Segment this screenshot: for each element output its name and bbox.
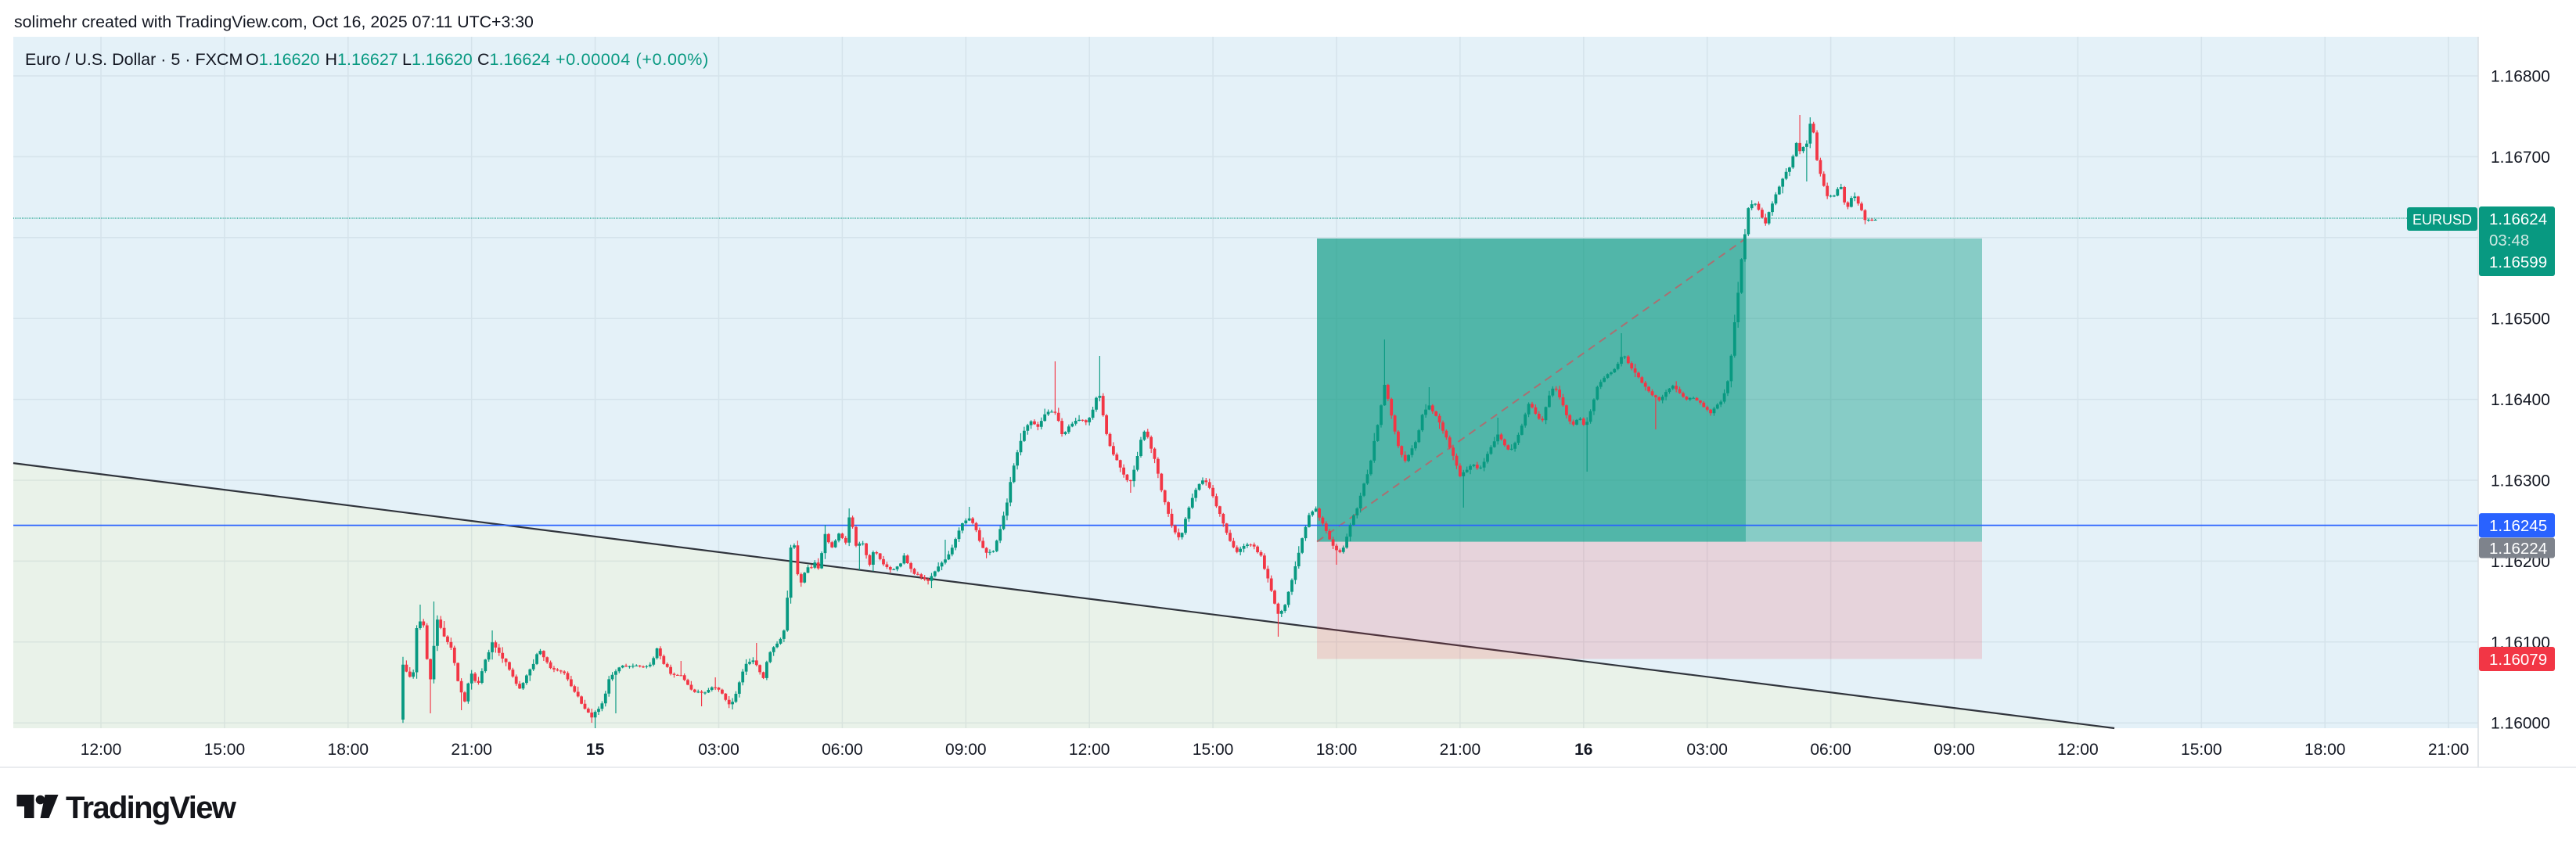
svg-text:1.16624: 1.16624 <box>2489 210 2547 228</box>
svg-text:1.16599: 1.16599 <box>2489 253 2547 271</box>
svg-text:15:00: 15:00 <box>1193 741 1234 759</box>
svg-text:1.16400: 1.16400 <box>2491 391 2550 409</box>
svg-text:09:00: 09:00 <box>1934 741 1975 759</box>
svg-text:15:00: 15:00 <box>204 741 246 759</box>
svg-text:15: 15 <box>586 741 605 759</box>
svg-text:TradingView: TradingView <box>66 791 237 825</box>
svg-text:18:00: 18:00 <box>328 741 369 759</box>
svg-text:EURUSD: EURUSD <box>2412 212 2472 228</box>
svg-text:21:00: 21:00 <box>2428 741 2470 759</box>
svg-text:1.16079: 1.16079 <box>2489 651 2547 669</box>
svg-text:1.16245: 1.16245 <box>2489 517 2547 535</box>
svg-text:1.16224: 1.16224 <box>2489 540 2547 558</box>
svg-text:18:00: 18:00 <box>2304 741 2346 759</box>
svg-text:21:00: 21:00 <box>1440 741 1481 759</box>
svg-text:solimehr created with TradingV: solimehr created with TradingView.com, O… <box>14 13 534 31</box>
svg-text:18:00: 18:00 <box>1316 741 1358 759</box>
svg-text:06:00: 06:00 <box>1810 741 1851 759</box>
svg-text:1.16300: 1.16300 <box>2491 472 2550 490</box>
svg-text:1.16700: 1.16700 <box>2491 149 2550 167</box>
svg-text:1.16500: 1.16500 <box>2491 311 2550 329</box>
svg-text:15:00: 15:00 <box>2181 741 2222 759</box>
svg-text:09:00: 09:00 <box>945 741 987 759</box>
svg-text:03:00: 03:00 <box>698 741 739 759</box>
svg-text:03:48: 03:48 <box>2489 232 2529 250</box>
svg-text:06:00: 06:00 <box>822 741 863 759</box>
svg-text:12:00: 12:00 <box>2057 741 2099 759</box>
svg-text:03:00: 03:00 <box>1686 741 1728 759</box>
svg-text:1.16800: 1.16800 <box>2491 68 2550 86</box>
svg-text:1.16000: 1.16000 <box>2491 715 2550 733</box>
svg-text:12:00: 12:00 <box>81 741 122 759</box>
svg-text:12:00: 12:00 <box>1069 741 1110 759</box>
svg-text:16: 16 <box>1574 741 1592 759</box>
svg-text:21:00: 21:00 <box>451 741 492 759</box>
